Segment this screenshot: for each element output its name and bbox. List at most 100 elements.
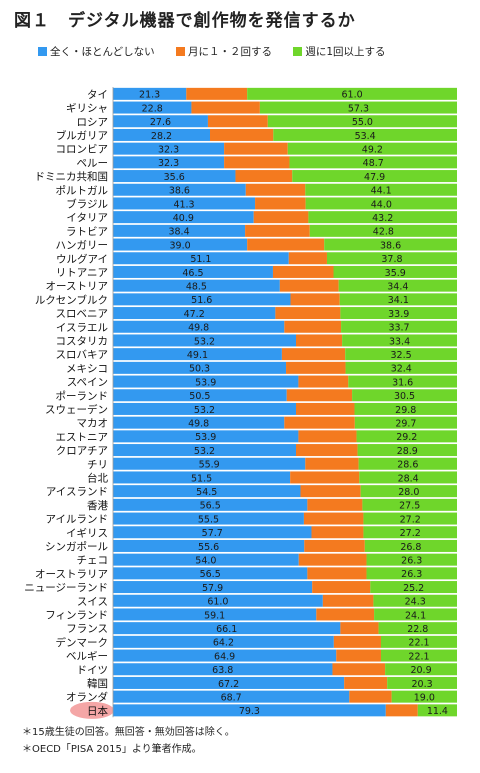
bar-segment	[224, 156, 290, 169]
data-label: 49.1	[187, 350, 208, 361]
bar-segment	[338, 279, 457, 292]
category-label: アイルランド	[46, 514, 108, 526]
bar-segment	[298, 553, 367, 566]
bar-segment	[186, 87, 248, 100]
data-label: 28.6	[397, 460, 418, 471]
bar-segment	[113, 526, 312, 539]
data-label: 32.3	[158, 158, 179, 169]
category-label: ドミニカ共和国	[35, 171, 109, 183]
data-label: 26.3	[401, 555, 422, 566]
bar-segment	[312, 581, 371, 594]
data-label: 32.5	[391, 350, 412, 361]
bar-segment	[304, 539, 365, 552]
legend-label-rarely: 全く・ほとんどしない	[50, 46, 155, 58]
data-label: 53.2	[194, 446, 215, 457]
data-label: 61.0	[342, 90, 363, 101]
bar-segment	[292, 170, 457, 183]
category-label: スペイン	[67, 377, 108, 389]
footnote-respondents: ＊15歳生徒の回答。無回答・無効回答は除く。	[22, 727, 235, 738]
data-label: 34.1	[388, 295, 409, 306]
category-label: ポルトガル	[56, 185, 109, 197]
bar-segment	[113, 265, 273, 278]
data-label: 53.9	[195, 432, 216, 443]
bar-segment	[340, 307, 457, 320]
data-label: 64.2	[213, 638, 234, 649]
category-label: リトアニア	[56, 267, 108, 279]
data-label: 59.1	[204, 610, 225, 621]
legend-label-weekly: 週に1回以上する	[305, 46, 386, 58]
bar-segment	[289, 156, 457, 169]
bar-segment	[113, 224, 246, 237]
bar-segment	[305, 457, 359, 470]
bar-segment	[339, 293, 457, 306]
data-label: 68.7	[221, 692, 242, 703]
legend-swatch-monthly	[176, 47, 186, 56]
bar-segment	[113, 444, 297, 457]
bar-segment	[113, 334, 297, 347]
data-label: 49.8	[188, 323, 209, 334]
category-label: ブルガリア	[56, 129, 108, 142]
bar-segment	[324, 238, 457, 251]
category-label: オーストラリア	[35, 568, 108, 580]
bar-segment	[113, 348, 282, 361]
bar-segment	[113, 581, 313, 594]
data-label: 21.3	[139, 90, 160, 101]
bar-segment	[255, 197, 306, 210]
bar-segment	[308, 211, 457, 224]
stacked-bar-chart: タイ 21.3 61.0 ギリシャ 22.8 57.3 ロシア 27.6 55.0 ブルガリア 28…	[24, 87, 457, 719]
bar-segment	[380, 649, 457, 662]
bar-segment	[363, 512, 457, 525]
category-label: ペルー	[77, 157, 109, 169]
bar-segment	[287, 142, 457, 155]
category-label: マカオ	[77, 418, 109, 430]
category-label: タイ	[87, 89, 108, 101]
bar-segment	[378, 622, 457, 635]
bar-segment	[281, 348, 346, 361]
bar-segment	[113, 170, 236, 183]
category-label: スロベニア	[56, 308, 109, 320]
legend: 全く・ほとんどしない 月に１・２回する 週に1回以上する	[38, 44, 404, 59]
bar-segment	[113, 238, 248, 251]
bar-segment	[340, 622, 379, 635]
bar-segment	[349, 690, 392, 703]
bar-segment	[275, 307, 341, 320]
category-label: ドイツ	[77, 664, 109, 676]
data-label: 35.9	[385, 268, 406, 279]
bar-segment	[113, 416, 285, 429]
category-label: シンガポール	[45, 541, 108, 553]
data-label: 22.8	[407, 624, 428, 635]
legend-item-weekly: 週に1回以上する	[293, 44, 386, 59]
data-label: 56.5	[200, 569, 221, 580]
category-label: スイス	[77, 596, 108, 608]
bar-segment	[366, 553, 457, 566]
bar-segment	[113, 293, 291, 306]
data-label: 51.1	[190, 254, 211, 265]
bar-segment	[253, 211, 309, 224]
bar-segment	[370, 581, 457, 594]
bar-segment	[374, 608, 457, 621]
bar-segment	[113, 594, 323, 607]
bar-segment	[333, 265, 457, 278]
data-label: 22.8	[142, 103, 163, 114]
data-label: 33.4	[389, 336, 410, 347]
data-label: 40.9	[173, 213, 194, 224]
bar-segment	[305, 183, 457, 196]
data-label: 55.5	[198, 514, 219, 525]
bar-segment	[322, 594, 374, 607]
bar-segment	[326, 252, 457, 265]
data-label: 47.9	[364, 172, 385, 183]
bar-segment	[113, 608, 317, 621]
bar-segment	[113, 622, 341, 635]
bar-segment	[113, 539, 305, 552]
category-label: ポーランド	[56, 390, 109, 402]
bar-segment	[352, 389, 457, 402]
bar-segment	[113, 101, 192, 114]
data-label: 54.5	[196, 487, 217, 498]
category-label: ラトビア	[66, 226, 108, 238]
bar-segment	[113, 649, 337, 662]
bar-segment	[284, 320, 342, 333]
bar-segment	[286, 361, 346, 374]
data-label: 49.2	[362, 144, 383, 155]
data-label: 35.6	[164, 172, 185, 183]
data-label: 26.8	[400, 542, 421, 553]
